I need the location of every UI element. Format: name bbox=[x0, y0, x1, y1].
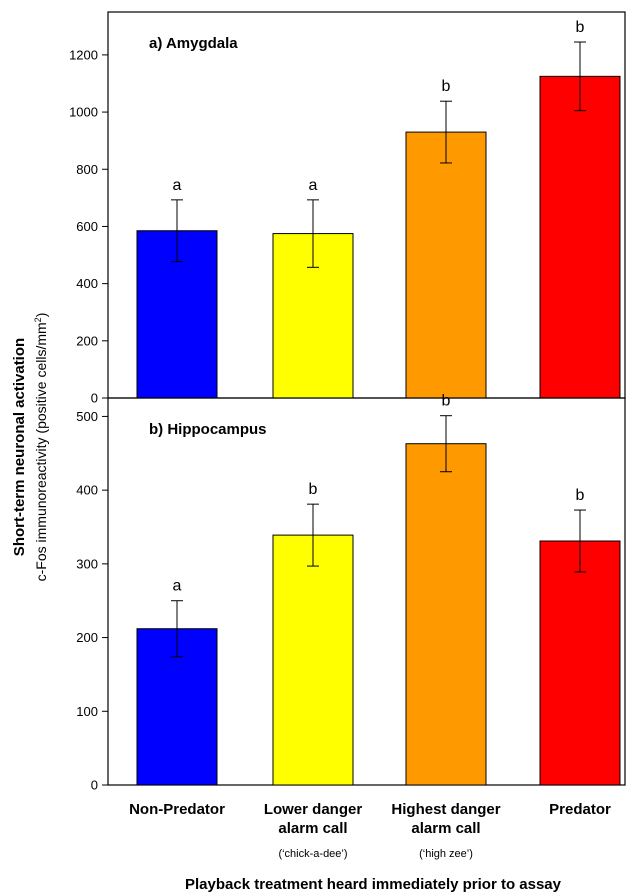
category-labels: Non-Predator Lower danger alarm call (‘chic… bbox=[129, 801, 611, 860]
y-tick-label: 400 bbox=[76, 483, 98, 498]
plot-frame bbox=[107, 397, 626, 786]
x-tick-sublabel: (‘high zee’) bbox=[419, 848, 473, 860]
bar bbox=[272, 534, 354, 786]
significance-letter: b bbox=[309, 481, 318, 498]
significance-letter: b bbox=[442, 78, 451, 95]
significance-letter: b bbox=[576, 487, 585, 504]
y-tick-label: 300 bbox=[76, 556, 98, 571]
panel-hippocampus: 0 100 200 300 400 500 b) Hippocampus a b b b bbox=[76, 393, 626, 793]
x-tick-label-line2: alarm call bbox=[278, 820, 347, 837]
x-tick-label-line2: alarm call bbox=[411, 820, 480, 837]
x-tick-label: Non-Predator bbox=[129, 801, 225, 818]
y-tick-label: 0 bbox=[91, 778, 98, 793]
y-axis-title-superscript: 2 bbox=[33, 317, 43, 322]
y-tick-label: 500 bbox=[76, 409, 98, 424]
x-axis-title: Playback treatment heard immediately pri… bbox=[185, 876, 562, 893]
x-tick-label: Predator bbox=[549, 801, 611, 818]
significance-letter: a bbox=[309, 177, 318, 194]
bar bbox=[539, 540, 621, 786]
y-axis-title-main: c-Fos immunoreactivity (positive cells/m… bbox=[33, 322, 49, 581]
y-tick-label: 200 bbox=[76, 333, 98, 348]
significance-letter: b bbox=[442, 393, 451, 410]
panel-title-hippocampus: b) Hippocampus bbox=[149, 421, 267, 438]
y-tick-label: 800 bbox=[76, 162, 98, 177]
x-tick-label: Lower danger bbox=[264, 801, 363, 818]
bar bbox=[405, 131, 487, 399]
y-tick-label: 0 bbox=[91, 391, 98, 406]
significance-letter: a bbox=[173, 177, 182, 194]
y-axis-title-line2: c-Fos immunoreactivity (positive cells/m… bbox=[33, 313, 49, 582]
y-tick-label: 1200 bbox=[69, 47, 98, 62]
y-tick-label: 600 bbox=[76, 219, 98, 234]
significance-letter: b bbox=[576, 19, 585, 36]
panel-title-amygdala: a) Amygdala bbox=[149, 35, 238, 52]
x-tick-sublabel: (‘chick-a-dee’) bbox=[278, 848, 347, 860]
y-tick-label: 400 bbox=[76, 276, 98, 291]
y-tick-label: 100 bbox=[76, 704, 98, 719]
y-tick-label: 1000 bbox=[69, 105, 98, 120]
y-axis-title-close: ) bbox=[33, 313, 49, 318]
x-tick-label: Highest danger bbox=[391, 801, 500, 818]
y-tick-label: 200 bbox=[76, 630, 98, 645]
significance-letter: a bbox=[173, 578, 182, 595]
bar bbox=[539, 75, 621, 399]
y-axis-title-line1: Short-term neuronal activation bbox=[11, 338, 28, 556]
panel-amygdala: 0 200 400 600 800 1000 1200 a) Amygdala a a b b bbox=[69, 11, 626, 406]
bar bbox=[405, 443, 487, 786]
